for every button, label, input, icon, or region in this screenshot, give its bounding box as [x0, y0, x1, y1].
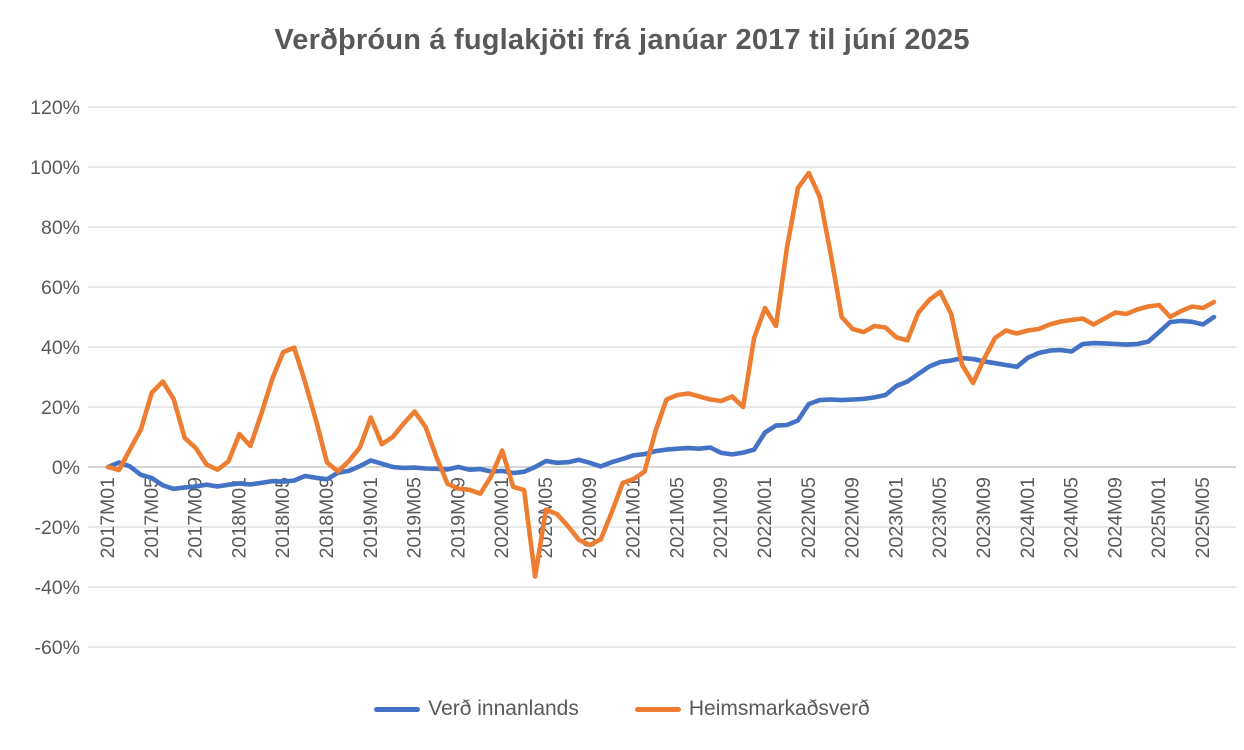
x-axis-label: 2017M01: [97, 477, 119, 558]
x-axis-label: 2017M09: [185, 477, 207, 558]
x-axis-label: 2023M01: [885, 477, 907, 558]
legend-label-world: Heimsmarkaðsverð: [688, 697, 870, 720]
legend-label-domestic: Verð innanlands: [428, 697, 579, 720]
x-axis-label: 2021M05: [666, 477, 688, 558]
x-axis-label: 2019M01: [360, 477, 382, 558]
legend-item-domestic: Verð innanlands: [374, 697, 579, 721]
y-axis-label: 0%: [52, 457, 80, 479]
y-axis-label: 60%: [41, 277, 80, 299]
x-axis-label: 2018M05: [272, 477, 294, 558]
x-axis-label: 2024M09: [1104, 477, 1126, 558]
x-axis-label: 2025M05: [1192, 477, 1214, 558]
x-axis-label: 2024M05: [1061, 477, 1083, 558]
y-axis-label: -60%: [34, 637, 80, 659]
x-axis-label: 2019M09: [447, 477, 469, 558]
legend-swatch-world-line: [634, 706, 681, 712]
y-axis-label: -40%: [34, 577, 80, 599]
x-axis-label: 2023M05: [929, 477, 951, 558]
y-axis-label: -20%: [34, 517, 80, 539]
chart-title: Verðþróun á fuglakjöti frá janúar 2017 t…: [274, 24, 970, 56]
legend-item-world: Heimsmarkaðsverð: [634, 697, 870, 721]
x-axis-label: 2020M01: [491, 477, 513, 558]
legend-swatch-domestic-line: [374, 706, 421, 712]
x-axis-label: 2022M05: [798, 477, 820, 558]
chart-legend: Verð innanlands Heimsmarkaðsverð: [0, 697, 1244, 721]
y-axis-label: 100%: [30, 157, 80, 179]
x-axis-label: 2017M05: [141, 477, 163, 558]
series-line-domestic-price: [105, 314, 1217, 492]
y-axis-label: 20%: [41, 397, 80, 419]
x-axis-label: 2018M09: [316, 477, 338, 558]
y-axis-label: 120%: [30, 97, 80, 119]
x-axis-label: 2022M01: [754, 477, 776, 558]
x-axis-label: 2019M05: [404, 477, 426, 558]
x-axis-label: 2024M01: [1017, 477, 1039, 558]
x-axis-label: 2021M01: [623, 477, 645, 558]
x-axis-label: 2023M09: [973, 477, 995, 558]
x-axis-label: 2018M01: [228, 477, 250, 558]
x-axis-label: 2022M09: [842, 477, 864, 558]
y-axis-label: 80%: [41, 217, 80, 239]
y-axis-label: 40%: [41, 337, 80, 359]
x-axis-label: 2025M01: [1148, 477, 1170, 558]
x-axis-label: 2020M09: [579, 477, 601, 558]
x-axis-label: 2021M09: [710, 477, 732, 558]
series-line-world-market-price: [105, 170, 1217, 579]
